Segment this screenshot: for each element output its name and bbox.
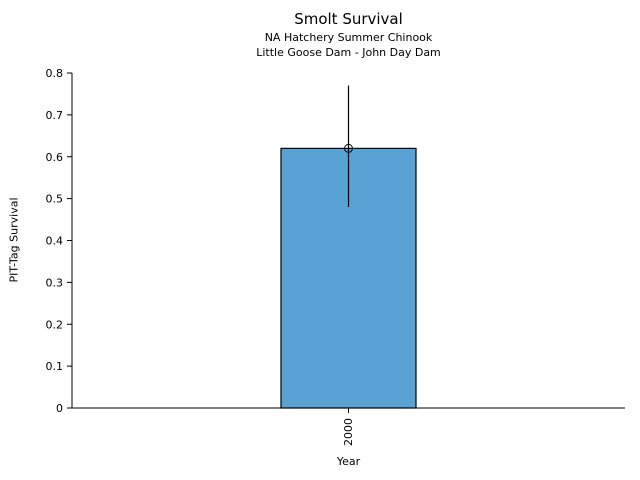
chart-title: Smolt Survival [294, 10, 403, 28]
y-tick-label: 0.4 [46, 235, 64, 248]
y-tick-label: 0.6 [46, 151, 64, 164]
y-tick-label: 0.7 [46, 109, 64, 122]
y-tick-label: 0.2 [46, 318, 64, 331]
y-tick-label: 0.1 [46, 360, 64, 373]
y-tick-label: 0.3 [46, 276, 64, 289]
chart-subtitle-line1: NA Hatchery Summer Chinook [264, 31, 433, 44]
y-tick-label: 0.8 [46, 67, 64, 80]
marker-open-circle [344, 143, 353, 153]
chart-subtitle-line2: Little Goose Dam - John Day Dam [256, 46, 441, 59]
y-tick-label: 0.5 [46, 193, 64, 206]
x-axis-label: Year [336, 455, 361, 468]
y-tick-label: 0 [56, 402, 63, 415]
x-tick-label: 2000 [342, 418, 355, 446]
